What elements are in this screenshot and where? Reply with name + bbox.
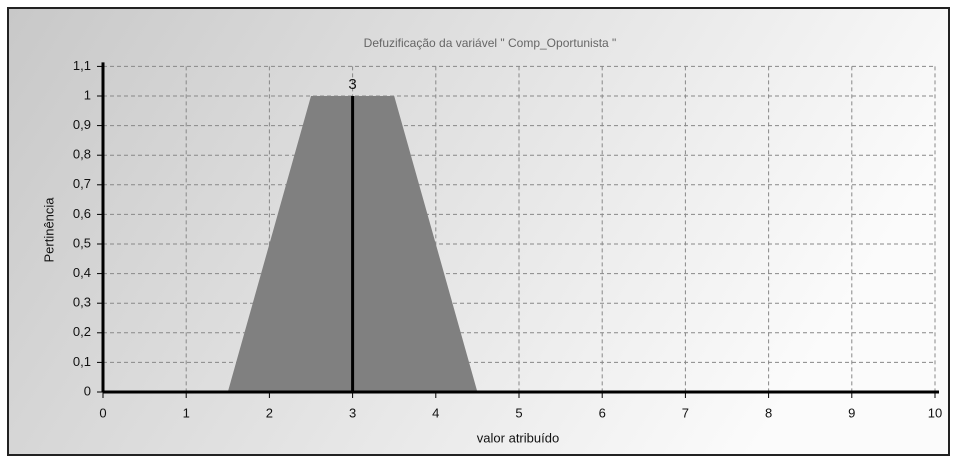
y-tick-label: 0,8 bbox=[73, 147, 91, 162]
y-tick-label: 0,7 bbox=[73, 176, 91, 191]
x-tick-label: 0 bbox=[99, 405, 106, 420]
y-tick-label: 0 bbox=[84, 383, 91, 398]
x-tick-label: 7 bbox=[682, 405, 689, 420]
x-tick-label: 2 bbox=[266, 405, 273, 420]
y-tick-label: 1,1 bbox=[73, 58, 91, 73]
y-axis-label: Pertinência bbox=[41, 197, 56, 263]
y-tick-label: 0,2 bbox=[73, 324, 91, 339]
y-tick-label: 0,5 bbox=[73, 235, 91, 250]
y-tick-label: 0,9 bbox=[73, 117, 91, 132]
x-tick-label: 8 bbox=[765, 405, 772, 420]
x-tick-label: 4 bbox=[432, 405, 439, 420]
y-tick-label: 0,1 bbox=[73, 354, 91, 369]
y-tick-label: 0,4 bbox=[73, 265, 91, 280]
y-tick-label: 1 bbox=[84, 87, 91, 102]
x-tick-label: 9 bbox=[848, 405, 855, 420]
defuzzified-label: 3 bbox=[348, 76, 356, 93]
x-axis-label: valor atribuído bbox=[477, 430, 559, 445]
y-tick-label: 0,3 bbox=[73, 295, 91, 310]
y-tick-label: 0,6 bbox=[73, 206, 91, 221]
x-tick-label: 3 bbox=[349, 405, 356, 420]
x-tick-label: 6 bbox=[599, 405, 606, 420]
x-tick-label: 5 bbox=[515, 405, 522, 420]
frame bbox=[7, 7, 950, 456]
chart-title: Defuzificação da variável " Comp_Oportun… bbox=[364, 36, 617, 50]
x-tick-label: 1 bbox=[183, 405, 190, 420]
x-tick-label: 10 bbox=[928, 405, 942, 420]
